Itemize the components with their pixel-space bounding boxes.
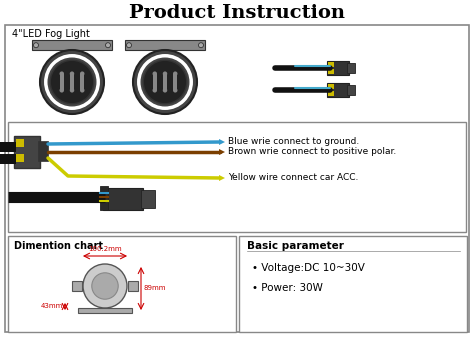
Circle shape — [92, 273, 118, 299]
Bar — [0, 154, 16, 164]
Circle shape — [80, 71, 84, 76]
Text: • Voltage:DC 10~30V: • Voltage:DC 10~30V — [252, 263, 365, 273]
Bar — [347, 85, 355, 95]
Polygon shape — [219, 139, 225, 145]
Bar — [163, 74, 167, 90]
Bar — [103, 188, 143, 210]
Circle shape — [163, 71, 167, 76]
Circle shape — [50, 60, 94, 104]
Bar — [0, 142, 16, 152]
Bar — [38, 141, 48, 161]
Bar — [347, 63, 355, 73]
Bar — [16, 154, 24, 162]
Text: Basic parameter: Basic parameter — [247, 241, 344, 251]
Text: Brown wrie connect to positive polar.: Brown wrie connect to positive polar. — [228, 148, 396, 156]
Bar — [70, 74, 74, 90]
Text: Blue wrie connect to ground.: Blue wrie connect to ground. — [228, 137, 359, 147]
Circle shape — [80, 88, 84, 93]
Bar — [328, 91, 334, 96]
Bar — [328, 84, 334, 89]
Bar — [60, 74, 64, 90]
Circle shape — [173, 71, 177, 76]
Text: Yellow wire connect car ACC.: Yellow wire connect car ACC. — [228, 174, 358, 183]
Circle shape — [34, 43, 38, 48]
Circle shape — [153, 88, 157, 93]
Circle shape — [153, 71, 157, 76]
Circle shape — [106, 43, 110, 48]
Polygon shape — [219, 175, 225, 181]
Bar — [14, 136, 40, 168]
Circle shape — [133, 50, 197, 114]
Text: 100.2mm: 100.2mm — [88, 246, 122, 252]
Bar — [141, 190, 155, 208]
Bar — [78, 308, 132, 313]
Bar — [239, 236, 467, 332]
Polygon shape — [219, 149, 225, 155]
Circle shape — [83, 264, 127, 308]
Bar — [128, 281, 138, 291]
Bar — [125, 40, 205, 50]
Bar — [80, 74, 84, 90]
Circle shape — [173, 88, 177, 93]
Bar — [327, 83, 349, 97]
Circle shape — [60, 71, 64, 76]
Bar — [327, 61, 349, 75]
Bar — [32, 40, 112, 50]
Bar — [72, 281, 82, 291]
Circle shape — [163, 88, 167, 93]
Circle shape — [70, 71, 74, 76]
Bar — [153, 74, 157, 90]
Bar — [8, 122, 466, 232]
Text: 89mm: 89mm — [144, 285, 166, 291]
Bar — [16, 139, 24, 147]
Text: 4"LED Fog Light: 4"LED Fog Light — [12, 29, 90, 39]
Text: Product Instruction: Product Instruction — [129, 4, 345, 22]
Circle shape — [127, 43, 131, 48]
Circle shape — [70, 88, 74, 93]
Text: • Power: 30W: • Power: 30W — [252, 283, 323, 293]
Circle shape — [40, 50, 104, 114]
Text: Dimention chart: Dimention chart — [14, 241, 103, 251]
Circle shape — [60, 88, 64, 93]
Bar — [8, 236, 236, 332]
Bar — [328, 69, 334, 74]
Bar — [173, 74, 177, 90]
Text: 43mm: 43mm — [41, 303, 63, 309]
Circle shape — [143, 60, 187, 104]
Bar — [100, 186, 108, 210]
Bar — [328, 62, 334, 67]
Circle shape — [199, 43, 203, 48]
